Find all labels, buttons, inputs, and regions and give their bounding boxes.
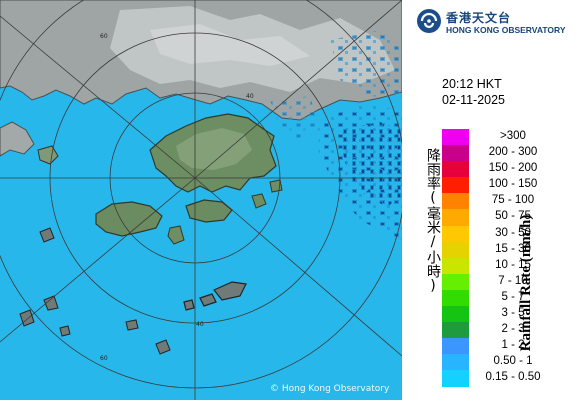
legend-range-label: 5 - 7: [501, 290, 525, 303]
legend-row: 7 - 10: [442, 273, 572, 290]
legend-swatch: [442, 161, 469, 178]
legend-range-label: 150 - 200: [488, 162, 538, 175]
legend-range-label: 15 - 30: [495, 242, 531, 255]
legend-range-label: 50 - 75: [495, 210, 531, 223]
legend-row: 3 - 5: [442, 306, 572, 323]
legend-swatch: [442, 306, 469, 323]
legend-swatch: [442, 193, 469, 210]
legend-row: 100 - 150: [442, 177, 572, 194]
legend-row: 1 - 2: [442, 338, 572, 355]
legend-row: 0.15 - 0.50: [442, 370, 572, 387]
radar-time: 20:12 HKT: [442, 77, 502, 91]
legend-swatch: [442, 225, 469, 242]
urban-area-2: [150, 24, 310, 66]
legend-row: 50 - 75: [442, 209, 572, 226]
ring-label-4: 40: [196, 321, 204, 328]
legend-range-label: 10 - 15: [495, 258, 531, 271]
hko-logo: 香港天文台 HONG KONG OBSERVATORY: [416, 6, 576, 40]
legend-row: 5 - 7: [442, 289, 572, 307]
legend-range-label: 0.50 - 1: [493, 355, 533, 368]
legend-range-label: 7 - 10: [498, 274, 528, 287]
legend-range-label: 3 - 5: [501, 307, 525, 320]
copyright-notice: © Hong Kong Observatory: [270, 384, 390, 394]
island-s2: [199, 293, 217, 307]
legend-row: >300: [442, 129, 572, 146]
legend-row: 0.50 - 1: [442, 354, 572, 371]
legend-range-label: 200 - 300: [488, 146, 538, 159]
radar-map: 60 40 60 40 © Hong Kong Observatory: [0, 0, 402, 400]
legend-swatch: [442, 370, 469, 387]
legend-swatch: [442, 145, 469, 162]
range-rings: [0, 0, 402, 400]
legend-swatch: [442, 322, 469, 339]
org-name-cn: 香港天文台: [446, 11, 512, 25]
hong-kong-island: [185, 199, 233, 223]
legend-swatch: [442, 209, 469, 226]
legend-range-label: 1 - 2: [501, 339, 525, 352]
legend-range-label: 100 - 150: [488, 178, 538, 191]
island-s4: [155, 339, 171, 355]
legend-row: 30 - 50: [442, 225, 572, 242]
radar-map-canvas: 60 40 60 40: [0, 0, 402, 400]
legend-range-label: 2 - 3: [501, 323, 525, 336]
lantau-island: [95, 201, 163, 237]
legend-row: 200 - 300: [442, 145, 572, 162]
island-s3: [183, 299, 195, 311]
rain-echo-east-2: [340, 122, 402, 206]
rain-echo-north: [330, 30, 402, 100]
legend-range-label: >300: [500, 130, 526, 142]
legend-swatch: [442, 338, 469, 355]
legend-swatch: [442, 273, 469, 290]
island-s5: [125, 319, 139, 331]
legend-range-label: 75 - 100: [491, 194, 535, 207]
legend-title-en: Rainfall Rate (mm/h): [518, 214, 534, 352]
org-name-en: HONG KONG OBSERVATORY: [446, 25, 566, 35]
legend-swatch: [442, 241, 469, 258]
island-w5: [39, 227, 55, 243]
legend-swatch: [442, 177, 469, 194]
western-land: [0, 121, 35, 157]
ring-label-1: 60: [100, 33, 108, 40]
legend-row: 15 - 30: [442, 241, 572, 258]
ring-label-3: 60: [100, 355, 108, 362]
legend-row: 2 - 3: [442, 322, 572, 339]
legend-row: 75 - 100: [442, 193, 572, 210]
island-w3: [43, 295, 59, 311]
radar-date: 02-11-2025: [442, 93, 506, 107]
island-w4: [59, 325, 71, 337]
island-s1: [213, 281, 247, 301]
legend-swatch: [442, 354, 469, 371]
ring-label-2: 40: [246, 93, 254, 100]
rainfall-legend: >300 200 - 300 150 - 200 100 - 150 75 - 100 5…: [442, 129, 572, 387]
island-e1: [251, 193, 267, 209]
legend-row: 10 - 15: [442, 257, 572, 274]
legend-swatch: [442, 257, 469, 274]
legend-range-label: 0.15 - 0.50: [485, 371, 541, 384]
legend-swatch: [442, 129, 469, 146]
legend-range-label: 30 - 50: [495, 226, 531, 239]
lamma-island: [167, 225, 185, 245]
rain-echo-central: [270, 96, 320, 140]
legend-swatch: [442, 289, 469, 307]
legend-row: 150 - 200: [442, 161, 572, 178]
legend-title-cn: 降雨率(毫米/小時): [425, 148, 441, 294]
info-panel: 香港天文台 HONG KONG OBSERVATORY 20:12 HKT 02…: [402, 0, 577, 400]
hko-logo-icon: [417, 9, 441, 33]
